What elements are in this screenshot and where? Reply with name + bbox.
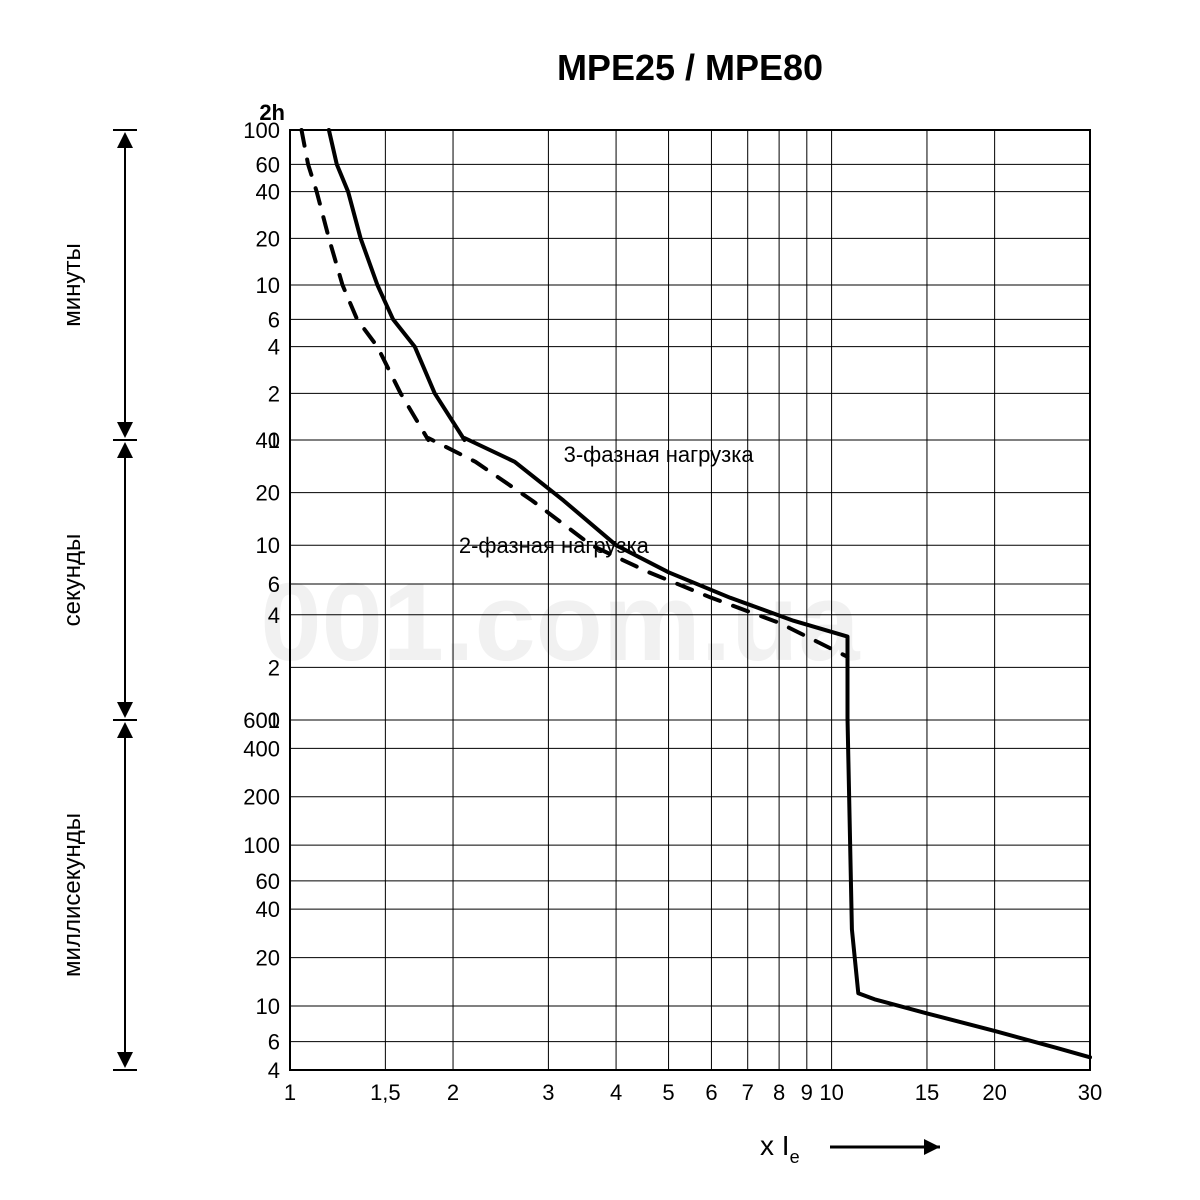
y-tick-label: 4 bbox=[268, 335, 280, 360]
y-section-bracket-arrow bbox=[117, 422, 133, 438]
chart-title: MPE25 / MPE80 bbox=[557, 47, 823, 88]
y-tick-label: 6 bbox=[268, 572, 280, 597]
y-tick-label: 10 bbox=[256, 273, 280, 298]
x-tick-label: 1,5 bbox=[370, 1080, 401, 1105]
y-tick-label: 10 bbox=[256, 533, 280, 558]
y-section-bracket-arrow bbox=[117, 132, 133, 148]
x-tick-label: 7 bbox=[742, 1080, 754, 1105]
y-tick-label: 60 bbox=[256, 869, 280, 894]
y-section-bracket-arrow bbox=[117, 442, 133, 458]
y-tick-label: 100 bbox=[243, 833, 280, 858]
x-tick-label: 9 bbox=[801, 1080, 813, 1105]
x-tick-label: 4 bbox=[610, 1080, 622, 1105]
y-tick-label: 60 bbox=[256, 152, 280, 177]
y-tick-label: 2 bbox=[268, 655, 280, 680]
y-tick-label: 200 bbox=[243, 785, 280, 810]
y-section-bracket-arrow bbox=[117, 722, 133, 738]
y-tick-label: 600 bbox=[243, 708, 280, 733]
curve-label: 2-фазная нагрузка bbox=[459, 533, 650, 558]
x-tick-label: 3 bbox=[542, 1080, 554, 1105]
x-tick-label: 20 bbox=[982, 1080, 1006, 1105]
x-tick-label: 5 bbox=[662, 1080, 674, 1105]
y-section-label: минуты bbox=[59, 243, 86, 326]
y-section-label: миллисекунды bbox=[59, 813, 86, 977]
curve-label: 3-фазная нагрузка bbox=[564, 442, 755, 467]
y-tick-label: 10 bbox=[256, 994, 280, 1019]
y-tick-label: 400 bbox=[243, 736, 280, 761]
x-tick-label: 8 bbox=[773, 1080, 785, 1105]
y-top-overflow-label: 2h bbox=[259, 100, 285, 125]
y-tick-label: 40 bbox=[256, 897, 280, 922]
y-tick-label: 20 bbox=[256, 481, 280, 506]
y-section-label: секунды bbox=[59, 534, 86, 627]
y-tick-label: 40 bbox=[256, 180, 280, 205]
x-tick-label: 2 bbox=[447, 1080, 459, 1105]
y-tick-label: 20 bbox=[256, 946, 280, 971]
trip-curve-chart: 001.com.ua MPE25 / MPE80 1 2 4 6 10 20 40 60 100 2h… bbox=[0, 0, 1200, 1200]
x-tick-label: 10 bbox=[819, 1080, 843, 1105]
y-tick-label: 20 bbox=[256, 226, 280, 251]
chart-wrapper: { "chart": { "type": "line", "title": "M… bbox=[0, 0, 1200, 1200]
x-tick-label: 30 bbox=[1078, 1080, 1102, 1105]
x-tick-label: 6 bbox=[705, 1080, 717, 1105]
x-tick-label: 15 bbox=[915, 1080, 939, 1105]
watermark: 001.com.ua bbox=[260, 561, 860, 684]
y-tick-label: 2 bbox=[268, 381, 280, 406]
y-tick-label: 6 bbox=[268, 307, 280, 332]
x-tick-label: 1 bbox=[284, 1080, 296, 1105]
x-axis-arrow-head bbox=[924, 1139, 940, 1155]
y-tick-label: 40 bbox=[256, 428, 280, 453]
y-section-bracket-arrow bbox=[117, 1052, 133, 1068]
y-tick-label: 4 bbox=[268, 603, 280, 628]
y-tick-label: 6 bbox=[268, 1030, 280, 1055]
y-tick-label: 4 bbox=[268, 1058, 280, 1083]
y-section-bracket-arrow bbox=[117, 702, 133, 718]
x-axis-title: x Ie bbox=[760, 1130, 800, 1167]
